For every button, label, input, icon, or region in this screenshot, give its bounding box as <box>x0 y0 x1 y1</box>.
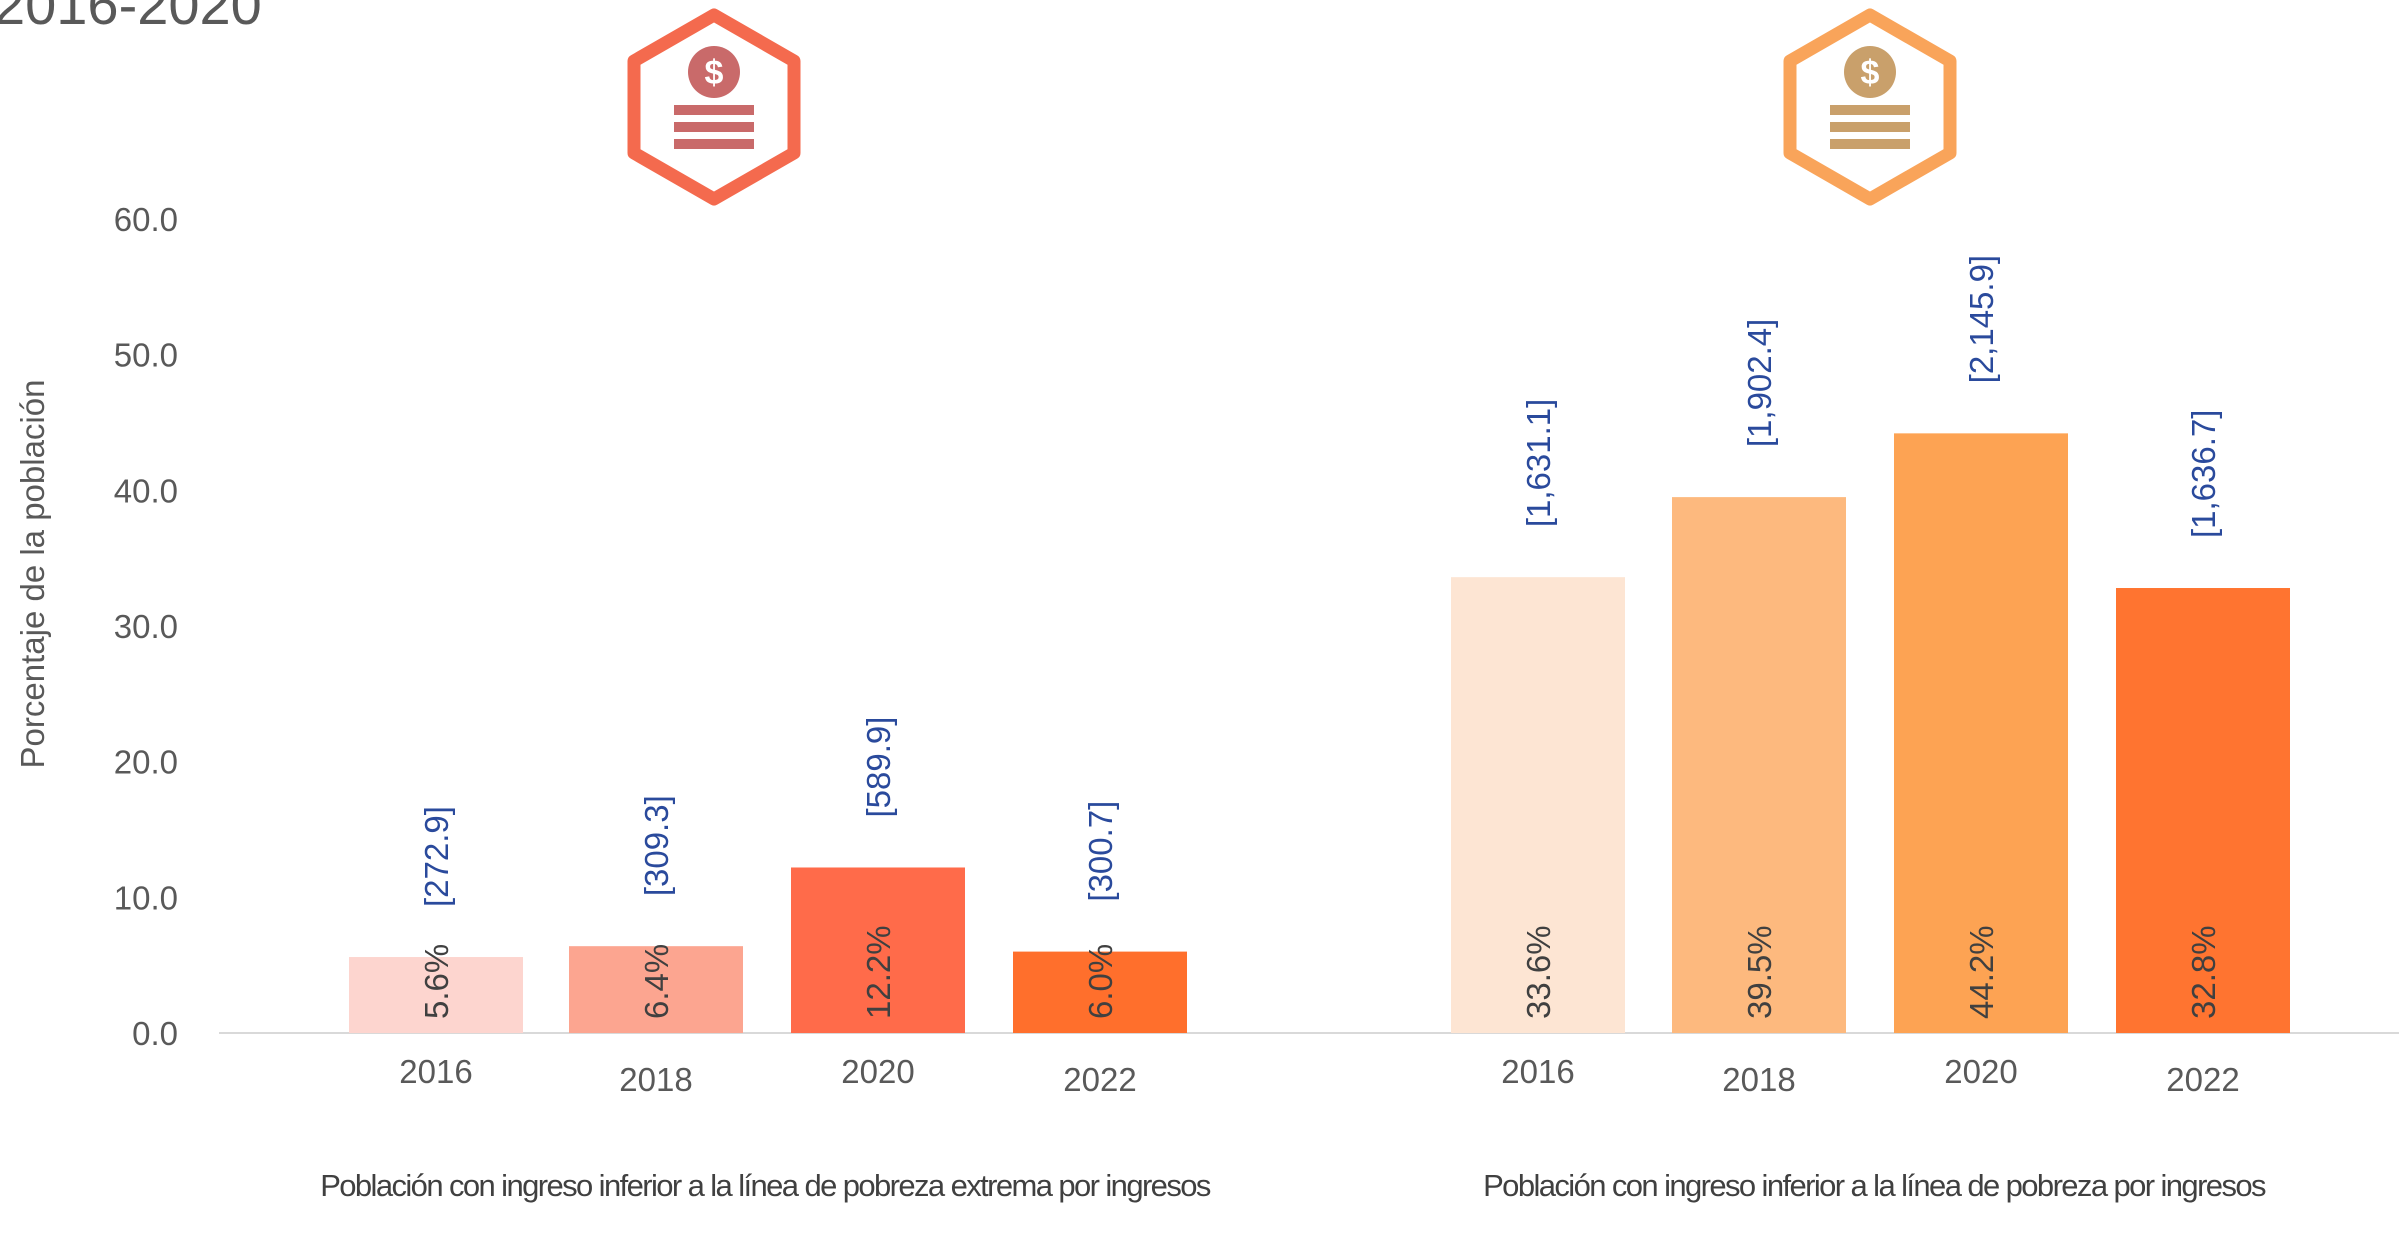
count-label: [1,902.4] <box>1741 319 1778 447</box>
group-label: Población con ingreso inferior a la líne… <box>320 1168 1211 1203</box>
value-label: 33.6% <box>1520 925 1557 1019</box>
x-tick-label: 2022 <box>2166 1061 2239 1098</box>
y-tick-label: 30.0 <box>114 608 178 645</box>
bar <box>1451 577 1625 1033</box>
x-tick-label: 2016 <box>1501 1053 1574 1090</box>
value-label: 5.6% <box>418 944 455 1019</box>
x-tick-label: 2016 <box>399 1053 472 1090</box>
value-label: 44.2% <box>1963 925 2000 1019</box>
y-tick-label: 0.0 <box>132 1015 178 1052</box>
count-label: [1,636.7] <box>2185 410 2222 538</box>
chart-title: 2016-2020 <box>0 0 262 36</box>
x-tick-label: 2020 <box>1944 1053 2017 1090</box>
y-tick-label: 60.0 <box>114 201 178 238</box>
bar <box>349 957 523 1033</box>
bar <box>791 867 965 1033</box>
count-label: [272.9] <box>418 806 455 907</box>
value-label: 39.5% <box>1741 925 1778 1019</box>
count-label: [2,145.9] <box>1963 255 2000 383</box>
count-label: [589.9] <box>860 717 897 818</box>
group-label: Población con ingreso inferior a la líne… <box>1483 1168 2266 1203</box>
value-label: 12.2% <box>860 925 897 1019</box>
icon-left: $ <box>627 8 801 206</box>
count-label: [309.3] <box>638 795 675 896</box>
x-tick-label: 2018 <box>1722 1061 1795 1098</box>
icon-right: $ <box>1783 8 1957 206</box>
y-tick-label: 10.0 <box>114 879 178 916</box>
value-label: 6.4% <box>638 944 675 1019</box>
value-label: 6.0% <box>1082 944 1119 1019</box>
bar <box>1672 497 1846 1033</box>
value-label: 32.8% <box>2185 925 2222 1019</box>
x-tick-label: 2022 <box>1063 1061 1136 1098</box>
bar <box>2116 588 2290 1033</box>
bar <box>1894 433 2068 1033</box>
count-label: [1,631.1] <box>1520 399 1557 527</box>
bar <box>1013 951 1187 1033</box>
y-tick-label: 50.0 <box>114 337 178 374</box>
y-axis-label: Porcentaje de la población <box>14 380 51 769</box>
svg-text:$: $ <box>1861 54 1880 92</box>
y-tick-label: 20.0 <box>114 744 178 781</box>
y-tick-label: 40.0 <box>114 472 178 509</box>
x-tick-label: 2020 <box>841 1053 914 1090</box>
x-tick-label: 2018 <box>619 1061 692 1098</box>
svg-text:$: $ <box>705 54 724 92</box>
count-label: [300.7] <box>1082 801 1119 902</box>
bar <box>569 946 743 1033</box>
